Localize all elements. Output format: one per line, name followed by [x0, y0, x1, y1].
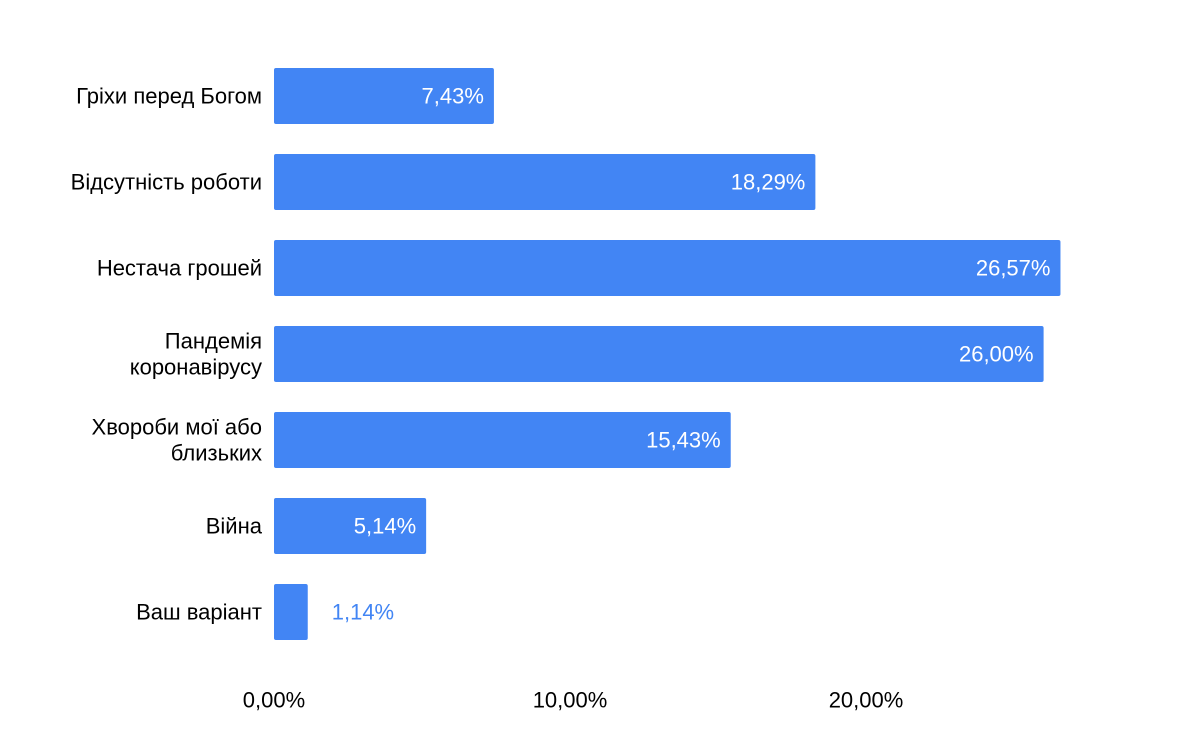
category-label-7: Ваш варіант	[136, 600, 262, 625]
data-label-3: 26,57%	[976, 256, 1051, 281]
data-label-6: 5,14%	[354, 514, 416, 539]
bar-7	[274, 584, 308, 640]
data-label-4: 26,00%	[959, 342, 1034, 367]
category-label-4: Пандемія коронавірусу	[130, 329, 262, 380]
category-label-5: Хвороби мої або близьких	[92, 415, 262, 466]
bar-1	[274, 68, 494, 124]
category-label-3: Нестача грошей	[97, 256, 262, 281]
bar-3	[274, 240, 1061, 296]
data-label-5: 15,43%	[646, 428, 721, 453]
x-tick-label-2: 10,00%	[533, 688, 608, 713]
bar-4	[274, 326, 1044, 382]
category-label-6: Війна	[206, 514, 263, 539]
category-labels: Гріхи перед Богом Відсутність роботи Неста…	[71, 84, 263, 625]
bar-5	[274, 412, 731, 468]
x-tick-label-1: 0,00%	[243, 688, 305, 713]
category-label-1: Гріхи перед Богом	[76, 84, 262, 109]
x-tick-label-3: 20,00%	[829, 688, 904, 713]
data-label-7: 1,14%	[332, 600, 394, 625]
x-axis-ticks: 0,00% 10,00% 20,00%	[243, 688, 904, 713]
data-label-2: 18,29%	[731, 170, 806, 195]
category-label-2: Відсутність роботи	[71, 170, 262, 195]
data-label-1: 7,43%	[422, 84, 484, 109]
bar-2	[274, 154, 816, 210]
bars-group	[274, 68, 1061, 640]
bar-6	[274, 498, 427, 554]
data-labels: 7,43% 18,29% 26,57% 26,00% 15,43% 5,14% 1,14%	[332, 84, 1051, 625]
